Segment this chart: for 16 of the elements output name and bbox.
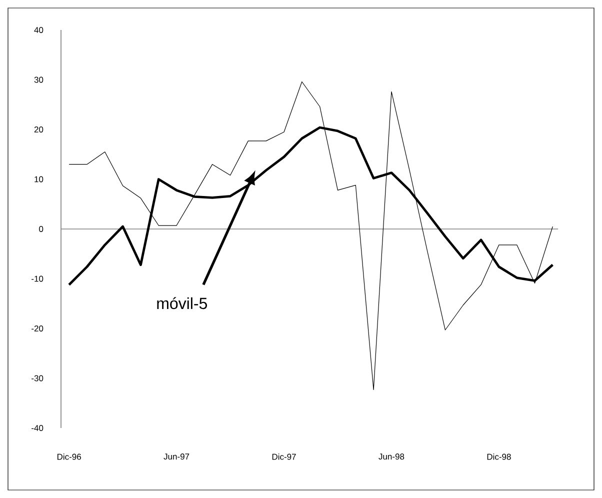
x-tick-label: Dic-97 — [272, 454, 296, 460]
x-tick-label: Jun-97 — [164, 454, 190, 460]
y-tick-label: 20 — [34, 126, 44, 133]
y-tick-label: 40 — [34, 26, 44, 33]
x-tick-label: Dic-96 — [57, 454, 81, 460]
y-tick-label: 30 — [34, 76, 44, 83]
y-tick-label: -40 — [32, 425, 44, 432]
y-tick-label: -10 — [32, 276, 44, 282]
y-tick-label: -30 — [32, 375, 44, 382]
y-tick-label: 0 — [39, 226, 44, 232]
y-tick-label: -20 — [32, 325, 44, 332]
line-series — [68, 81, 553, 390]
text: móvil-5 — [157, 297, 207, 310]
x-tick-label: Dic-98 — [487, 454, 511, 460]
y-tick-label: 10 — [34, 176, 44, 182]
x-tick-label: Jun-98 — [378, 454, 404, 460]
